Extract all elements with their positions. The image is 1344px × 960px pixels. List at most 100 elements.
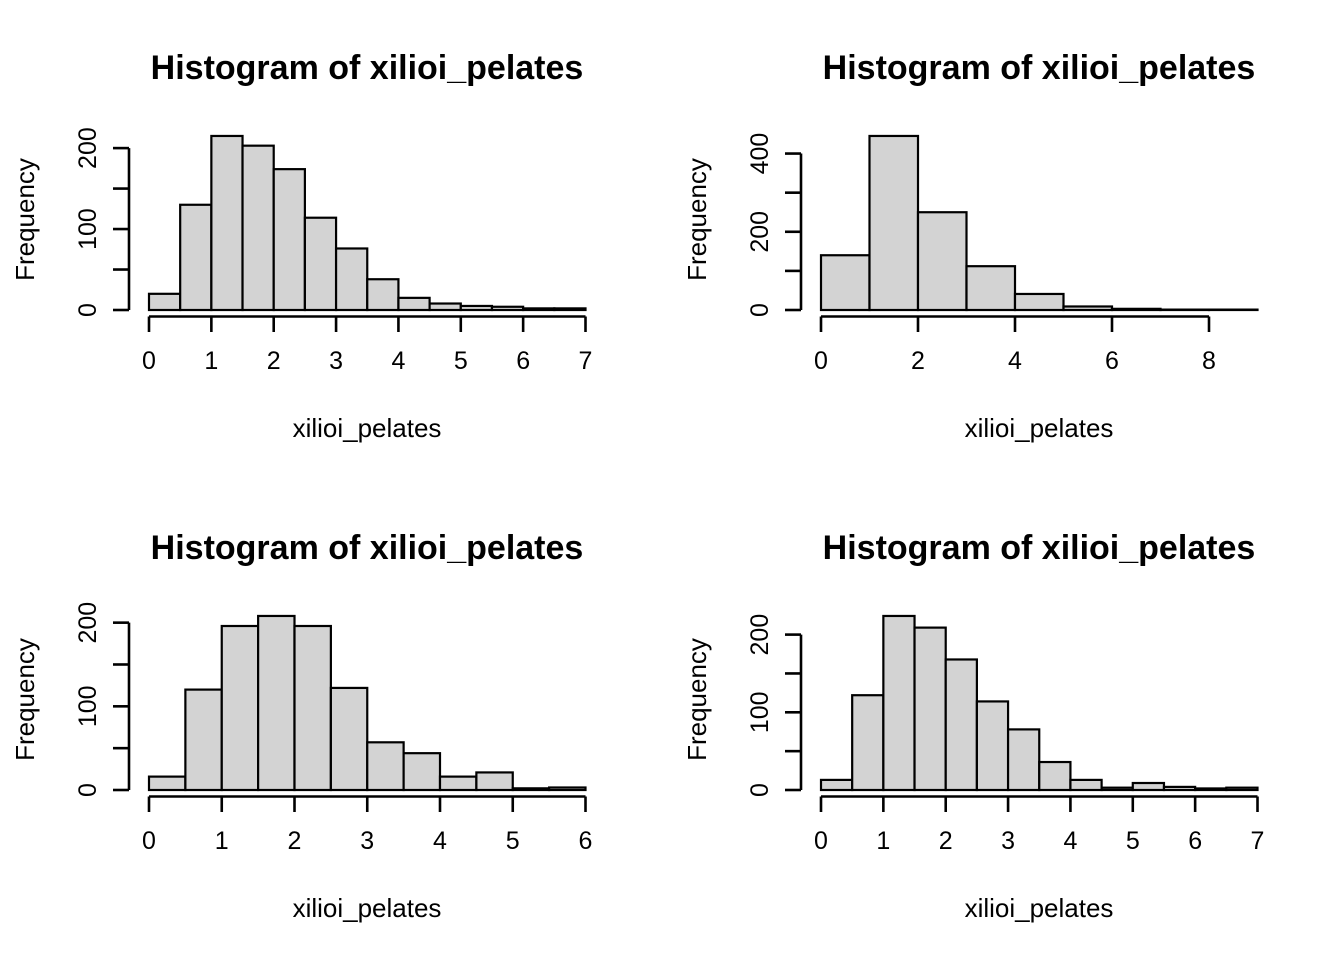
histogram-bar [179, 203, 213, 312]
histogram-bar [916, 211, 968, 312]
histogram-bar [548, 786, 587, 792]
histogram-bar [1225, 786, 1259, 792]
y-tick-label: 0 [746, 303, 774, 317]
histogram-bar [975, 700, 1010, 792]
histogram-bar [1162, 785, 1197, 792]
x-axis-label: xilioi_pelates [965, 413, 1114, 443]
histogram-bar [1100, 786, 1134, 792]
x-tick-label: 2 [911, 347, 925, 375]
x-tick-label: 0 [814, 347, 828, 375]
histogram-bar [819, 254, 871, 312]
x-tick-label: 5 [454, 347, 468, 375]
histogram-bar [851, 694, 885, 792]
chart-title: Histogram of xilioi_pelates [151, 529, 584, 567]
y-tick-label: 400 [746, 133, 774, 175]
y-tick-label: 100 [74, 685, 102, 727]
histogram-bar [511, 787, 551, 792]
x-tick-label: 4 [1063, 827, 1077, 855]
histogram-bar [329, 686, 369, 792]
x-tick-label: 1 [876, 827, 890, 855]
histogram-bar [366, 741, 405, 792]
y-tick-label: 100 [746, 691, 774, 733]
x-tick-label: 5 [1126, 827, 1140, 855]
histogram-bar [397, 296, 431, 312]
histogram-bar [210, 134, 244, 312]
histogram-bar [1062, 305, 1114, 312]
x-tick-label: 7 [1251, 827, 1265, 855]
x-tick-label: 5 [506, 827, 520, 855]
histogram-bar [293, 624, 332, 792]
histogram-svg: 0 100 200 0 1 2 3 4 5 6 7 Histogram of xilioi_pelat… [682, 529, 1265, 923]
histogram-bar [944, 658, 978, 792]
x-tick-label: 4 [433, 827, 447, 855]
y-axis-label: Frequency [682, 158, 712, 281]
y-axis-label: Frequency [10, 638, 40, 761]
x-tick-label: 3 [360, 827, 374, 855]
chart-title: Histogram of xilioi_pelates [151, 49, 584, 87]
histogram-bar [334, 247, 369, 312]
histogram-bar [965, 265, 1017, 312]
histogram-bar [819, 778, 854, 792]
x-tick-label: 0 [142, 827, 156, 855]
y-axis-label: Frequency [682, 638, 712, 761]
x-tick-label: 2 [267, 347, 281, 375]
x-axis-label: xilioi_pelates [293, 413, 442, 443]
histogram-bar [1194, 787, 1228, 792]
x-tick-label: 3 [329, 347, 343, 375]
x-tick-label: 3 [1001, 827, 1015, 855]
histogram-svg: 0 200 400 0 2 4 6 8 Histogram of xilioi_pelatesx… [682, 49, 1259, 443]
histogram-panel-top-right: 0 200 400 0 2 4 6 8 Histogram of xilioi_pelates x… [672, 0, 1344, 480]
histogram-bar [522, 307, 556, 312]
y-tick-label: 200 [746, 614, 774, 656]
histogram-bar [147, 775, 187, 792]
histogram-bar [428, 302, 462, 312]
y-tick-label: 200 [74, 127, 102, 169]
x-tick-label: 6 [1188, 827, 1202, 855]
histogram-bar [1110, 307, 1162, 312]
histogram-bar [1006, 728, 1041, 792]
x-tick-label: 2 [288, 827, 302, 855]
y-tick-label: 0 [74, 303, 102, 317]
x-tick-label: 1 [204, 347, 218, 375]
histogram-bar [147, 292, 182, 312]
x-tick-label: 8 [1202, 347, 1216, 375]
histogram-bar [272, 168, 306, 312]
histogram-bar [1069, 778, 1103, 792]
x-tick-label: 7 [579, 347, 593, 375]
histogram-bar [553, 307, 587, 312]
y-tick-label: 100 [74, 208, 102, 250]
histogram-bar [475, 771, 514, 792]
histogram-panel-bottom-right: 0 100 200 0 1 2 3 4 5 6 7 Histogram of xilioi_pelat… [672, 480, 1344, 960]
histogram-bar [1038, 760, 1072, 792]
x-tick-label: 4 [391, 347, 405, 375]
histogram-svg: 0 100 200 0 1 2 3 4 5 6 Histogram of xilioi_pelate… [10, 529, 592, 923]
histogram-bar [490, 305, 525, 312]
histogram-bar [459, 304, 494, 312]
y-tick-label: 0 [74, 783, 102, 797]
y-axis-label: Frequency [10, 158, 40, 281]
chart-title: Histogram of xilioi_pelates [823, 49, 1256, 87]
histogram-bar [438, 775, 478, 792]
histogram-bar [913, 626, 947, 792]
histogram-svg: 0 100 200 0 1 2 3 4 5 6 7 Histogram of xilioi_pelat… [10, 49, 593, 443]
x-axis-label: xilioi_pelates [965, 893, 1114, 923]
histogram-bar [868, 134, 920, 312]
x-axis-label: xilioi_pelates [293, 893, 442, 923]
x-tick-label: 2 [939, 827, 953, 855]
histogram-bar [184, 688, 223, 792]
histogram-bar [1131, 781, 1166, 792]
chart-title: Histogram of xilioi_pelates [823, 529, 1256, 567]
histogram-panel-bottom-left: 0 100 200 0 1 2 3 4 5 6 Histogram of xilioi_pelate… [0, 480, 672, 960]
histogram-bar [257, 614, 296, 792]
x-tick-label: 0 [142, 347, 156, 375]
x-tick-label: 6 [516, 347, 530, 375]
y-tick-label: 0 [746, 783, 774, 797]
histogram-bar [882, 614, 916, 792]
x-tick-label: 1 [215, 827, 229, 855]
histogram-bar [303, 216, 338, 312]
x-tick-label: 6 [1105, 347, 1119, 375]
histogram-bar [366, 278, 400, 312]
y-tick-label: 200 [74, 602, 102, 644]
y-tick-label: 200 [746, 211, 774, 253]
